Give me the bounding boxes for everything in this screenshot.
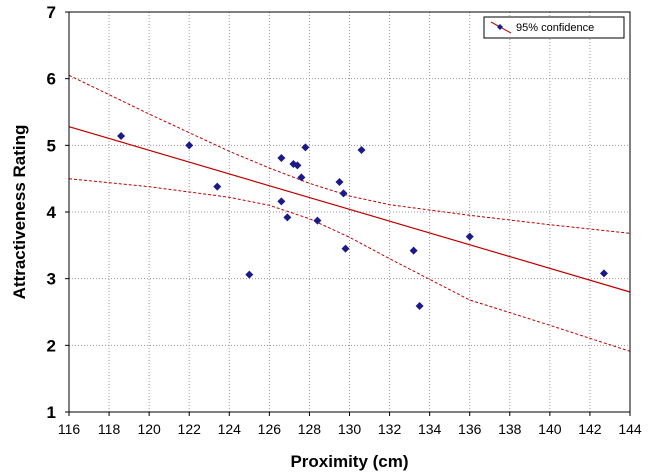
- data-point: [283, 213, 292, 222]
- legend-label: 95% confidence: [516, 22, 594, 34]
- grid: [69, 12, 630, 412]
- x-tick-label: 144: [618, 421, 642, 437]
- y-tick-label: 7: [47, 3, 56, 22]
- data-point: [213, 182, 222, 191]
- x-tick-label: 116: [58, 421, 81, 437]
- regression-layer: [68, 126, 631, 293]
- x-tick-label: 138: [498, 421, 522, 437]
- x-tick-label: 136: [458, 421, 482, 437]
- data-point: [313, 216, 322, 225]
- data-point: [341, 244, 350, 253]
- x-tick-label: 126: [258, 421, 282, 437]
- data-point: [185, 141, 194, 150]
- y-tick-label: 1: [47, 403, 56, 422]
- data-point: [117, 132, 126, 140]
- y-tick-label: 3: [47, 270, 56, 289]
- data-point: [297, 173, 306, 182]
- points-layer: [117, 132, 608, 310]
- y-tick-label: 2: [47, 336, 56, 355]
- x-tick-label: 130: [338, 421, 362, 437]
- data-point: [409, 246, 418, 255]
- x-tick-label: 134: [418, 421, 442, 437]
- data-point: [301, 143, 310, 152]
- x-axis-label: Proximity (cm): [290, 452, 408, 471]
- data-point: [277, 154, 286, 162]
- data-point: [277, 197, 286, 206]
- data-point: [339, 189, 348, 198]
- x-tick-label: 122: [178, 421, 202, 437]
- x-ticks: 116 118 120 122 124 126 128 130 132 134 136 138 140 1…: [58, 412, 642, 437]
- data-point: [415, 302, 424, 310]
- data-point: [465, 232, 474, 241]
- data-point: [293, 161, 302, 170]
- legend: 95% confidence: [483, 16, 625, 39]
- x-tick-label: 128: [298, 421, 322, 437]
- data-point: [599, 269, 608, 278]
- confidence-bands: [68, 74, 631, 352]
- y-tick-label: 6: [47, 70, 56, 89]
- y-tick-label: 5: [47, 136, 56, 155]
- x-tick-label: 120: [137, 421, 161, 437]
- data-point: [245, 270, 254, 279]
- x-tick-label: 124: [218, 421, 242, 437]
- x-tick-label: 118: [98, 421, 121, 437]
- ci-lower-line: [68, 178, 631, 352]
- data-point: [357, 146, 366, 154]
- legend-box: [483, 16, 625, 39]
- data-point: [335, 178, 344, 186]
- ci-upper-line: [68, 74, 631, 234]
- x-tick-label: 132: [378, 421, 402, 437]
- y-ticks: 1 2 3 4 5 6 7: [47, 3, 69, 422]
- y-axis-label: Attractiveness Rating: [10, 125, 29, 300]
- y-tick-label: 4: [47, 203, 57, 222]
- legend-marker: [497, 24, 503, 30]
- x-tick-label: 142: [578, 421, 602, 437]
- regression-line: [68, 126, 631, 293]
- x-tick-label: 140: [538, 421, 562, 437]
